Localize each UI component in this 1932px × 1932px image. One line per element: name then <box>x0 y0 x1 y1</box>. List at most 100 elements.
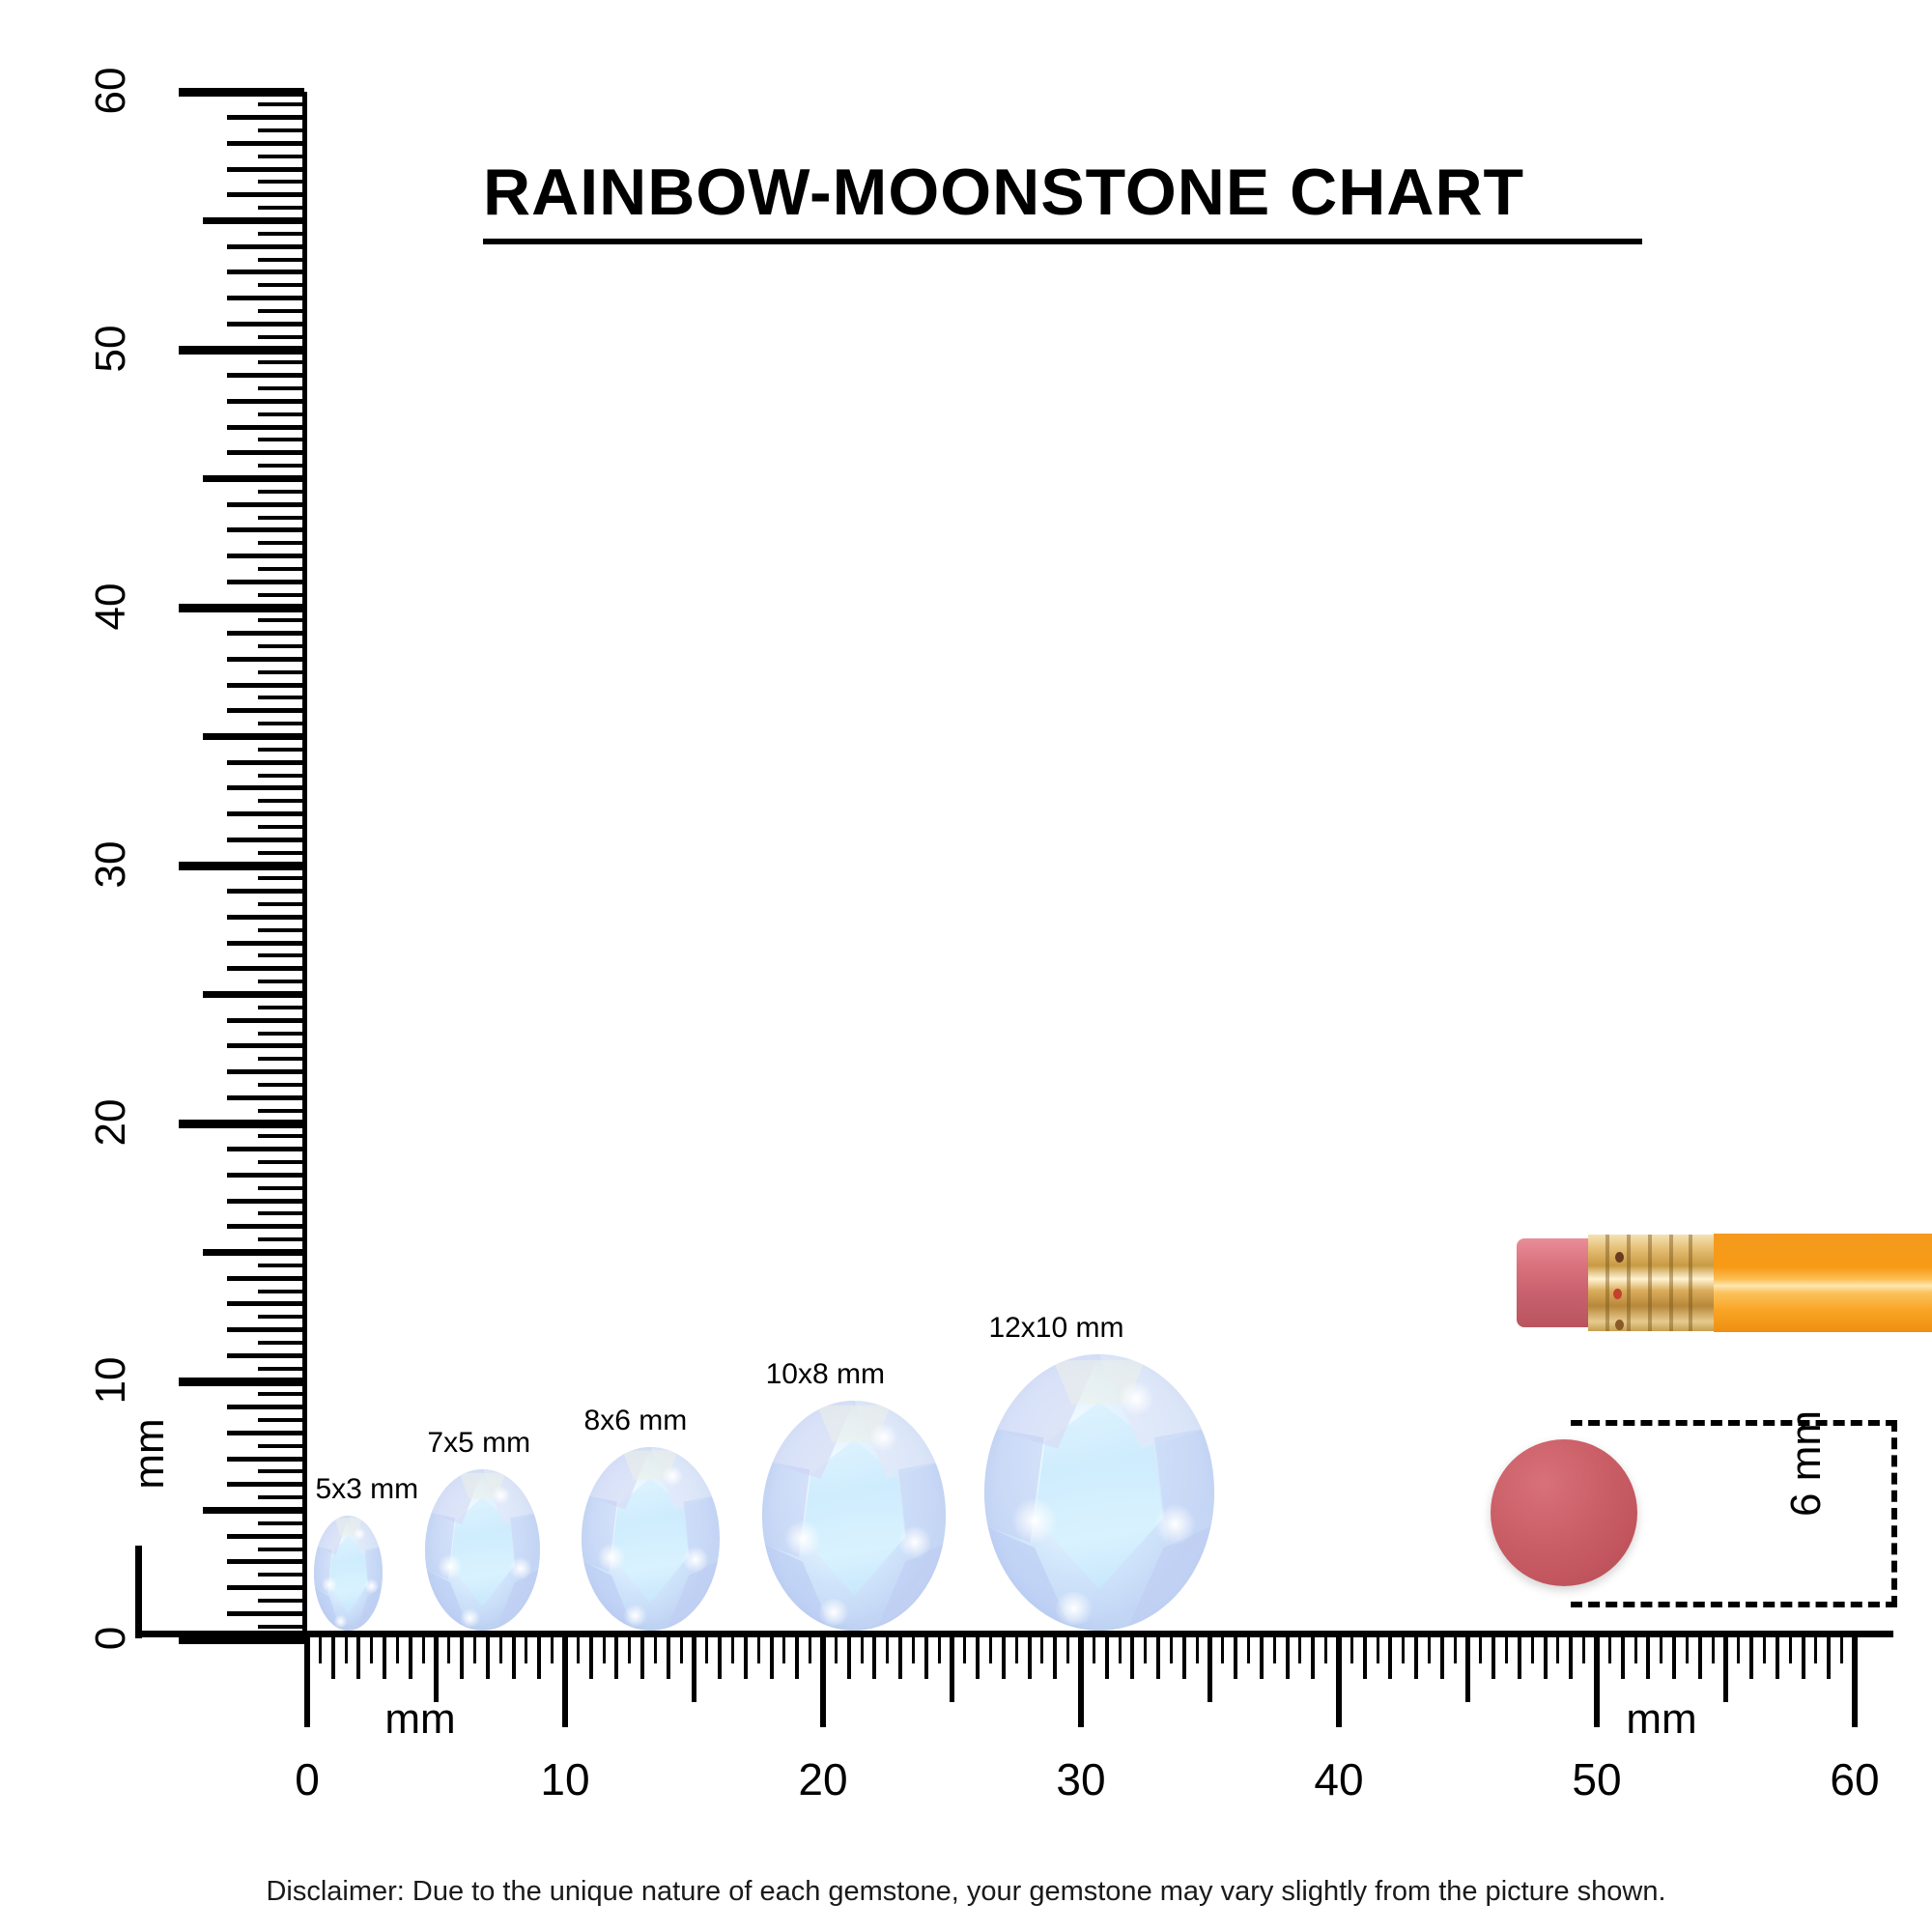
vruler-tick <box>258 308 304 313</box>
hruler-label: 20 <box>798 1754 848 1804</box>
vruler-tick <box>179 603 304 612</box>
hruler-tick <box>1801 1634 1805 1679</box>
vruler-label: 10 <box>87 1356 134 1405</box>
vruler-tick <box>258 231 304 236</box>
vruler-tick <box>227 398 304 404</box>
gemstone-highlight <box>622 1605 648 1628</box>
pencil-ferrule <box>1588 1235 1716 1331</box>
hruler-tick <box>1569 1634 1574 1679</box>
hruler-tick <box>1169 1634 1173 1663</box>
gemstone-item: 8x6 mm <box>581 1405 720 1631</box>
ruler-corner <box>135 1546 142 1638</box>
hruler-tick <box>1285 1634 1290 1679</box>
hruler-tick <box>989 1634 993 1663</box>
hruler-tick <box>1620 1634 1625 1679</box>
hruler-tick <box>923 1634 928 1679</box>
gemstone-label: 8x6 mm <box>583 1404 688 1436</box>
vruler-tick <box>227 1456 304 1462</box>
hruler-tick <box>1247 1634 1251 1663</box>
vruler-tick <box>258 180 304 185</box>
page-title: RAINBOW-MOONSTONE CHART <box>483 156 1525 229</box>
hruler-tick <box>562 1634 568 1727</box>
hruler-tick <box>1053 1634 1058 1679</box>
hruler-tick <box>1195 1634 1199 1663</box>
gemstone-highlight <box>334 1614 348 1629</box>
hruler-tick <box>1156 1634 1161 1679</box>
hruler-tick <box>898 1634 903 1679</box>
hruler-tick <box>1582 1634 1586 1663</box>
vruler-tick <box>258 1031 304 1036</box>
gemstone-highlight <box>1117 1381 1154 1416</box>
vruler-tick <box>258 1495 304 1500</box>
vruler-tick <box>227 708 304 714</box>
hruler-tick <box>1634 1634 1637 1663</box>
vruler-tick <box>227 1352 304 1358</box>
gemstone-highlight <box>354 1526 365 1542</box>
hruler-tick <box>383 1634 387 1679</box>
hruler-tick <box>834 1634 838 1663</box>
vruler-tick <box>227 1301 304 1307</box>
gemstone-label: 10x8 mm <box>765 1358 885 1390</box>
vruler-tick <box>258 128 304 133</box>
gemstone-highlight <box>683 1546 709 1574</box>
hruler-tick <box>1350 1634 1353 1663</box>
title-underline <box>483 239 1642 244</box>
hruler-tick <box>860 1634 864 1663</box>
hruler-tick <box>1788 1634 1792 1663</box>
hruler-tick <box>447 1634 451 1663</box>
vruler-tick <box>227 1172 304 1178</box>
hruler-tick <box>1118 1634 1122 1663</box>
gemstone-label: 5x3 mm <box>315 1473 419 1505</box>
gemstone-item: 7x5 mm <box>425 1427 541 1631</box>
hruler-tick <box>1066 1634 1070 1663</box>
vruler-tick <box>258 412 304 416</box>
vruler-tick <box>227 1043 304 1049</box>
vruler-tick <box>258 1598 304 1603</box>
hruler-tick <box>1737 1634 1741 1663</box>
gemstone-highlight <box>492 1486 511 1506</box>
hruler-label: 40 <box>1314 1754 1364 1804</box>
hruler-tick <box>640 1634 645 1679</box>
gemstone-item: 12x10 mm <box>983 1312 1214 1631</box>
vruler-tick <box>258 438 304 442</box>
vruler-tick <box>227 321 304 327</box>
vruler-label: 50 <box>87 325 134 373</box>
vruler-tick <box>227 940 304 946</box>
vruler-tick <box>227 296 304 301</box>
hruler-tick <box>1660 1634 1663 1663</box>
hruler-tick <box>576 1634 580 1663</box>
hruler-label: 0 <box>295 1754 320 1804</box>
vruler-tick <box>258 696 304 700</box>
vruler-tick <box>258 257 304 262</box>
hruler-tick <box>460 1634 465 1679</box>
hruler-tick <box>1144 1634 1148 1663</box>
hruler-tick <box>666 1634 670 1679</box>
vruler-tick <box>227 1275 304 1281</box>
vruler-tick <box>258 1392 304 1397</box>
gemstone-oval <box>761 1401 947 1631</box>
hruler-tick <box>782 1634 786 1663</box>
gemstone-highlight <box>783 1520 821 1557</box>
horizontal-ruler-unit-label-right: mm <box>1626 1695 1697 1743</box>
vertical-ruler-spine <box>302 92 307 1639</box>
vruler-tick <box>258 824 304 829</box>
hruler-tick <box>1530 1634 1534 1663</box>
hruler-tick <box>356 1634 361 1679</box>
hruler-tick <box>1607 1634 1611 1663</box>
hruler-tick <box>395 1634 399 1663</box>
hruler-tick <box>434 1634 439 1702</box>
gemstone-oval <box>314 1516 384 1631</box>
vruler-tick <box>258 799 304 804</box>
vruler-tick <box>227 889 304 895</box>
vruler-tick <box>227 1610 304 1616</box>
six-mm-callout-label: 6 mm <box>1782 1410 1830 1517</box>
vruler-tick <box>227 579 304 584</box>
pencil-reference <box>1517 1229 1932 1335</box>
gemstone-highlight <box>459 1607 481 1628</box>
hruler-tick <box>820 1634 826 1727</box>
vruler-tick <box>258 489 304 494</box>
vruler-tick <box>227 1147 304 1152</box>
hruler-tick <box>769 1634 774 1679</box>
vruler-tick <box>258 360 304 365</box>
vruler-tick <box>227 115 304 121</box>
